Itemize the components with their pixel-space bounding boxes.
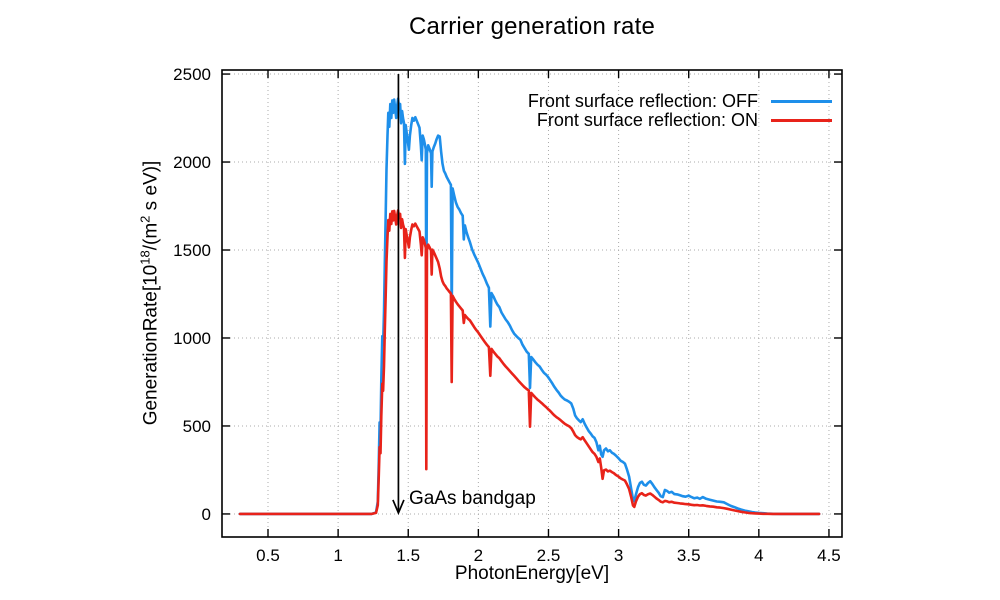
legend-label-off: Front surface reflection: OFF [527,91,758,111]
x-tick-label: 3 [614,546,623,565]
legend-line-sample-blue [771,100,832,103]
legend-item-reflection-on: Front surface reflection: ON [528,110,832,130]
x-tick-label: 3.5 [677,546,701,565]
x-tick-label: 4 [754,546,763,565]
y-tick-labels: 0 500 1000 1500 2000 2500 [173,65,211,524]
tick-marks [222,70,842,537]
x-tick-labels: 0.5 1 1.5 2 2.5 3 3.5 4 4.5 [256,546,841,565]
x-tick-label: 1 [333,546,342,565]
series-line-reflection-on [238,209,821,516]
chart-title: Carrier generation rate [408,13,656,40]
y-axis-label: GenerationRate[1018/(m2 s eV)] [137,161,162,426]
plot-border [221,69,843,538]
x-tick-label: 4.5 [817,546,841,565]
x-tick-label: 1.5 [396,546,420,565]
y-tick-label: 500 [183,417,211,436]
y-axis-label-text: /(m [140,222,162,251]
x-tick-label: 2.5 [537,546,561,565]
x-axis-label: PhotonEnergy[eV] [454,563,610,584]
y-axis-label-superscript-2: 2 [137,215,153,223]
x-tick-label: 2 [474,546,483,565]
grid-lines [222,70,842,537]
bandgap-arrowhead [392,499,405,516]
y-tick-label: 2000 [173,153,211,172]
y-axis-label-text: GenerationRate[10 [140,264,162,426]
legend-item-reflection-off: Front surface reflection: OFF [527,91,832,111]
y-tick-label: 1500 [173,241,211,260]
x-tick-label: 0.5 [256,546,280,565]
y-tick-label: 2500 [173,65,211,84]
y-axis-label-superscript-18: 18 [137,250,153,265]
y-tick-label: 1000 [173,329,211,348]
legend-line-sample-red [771,119,832,122]
y-axis-label-text: s eV)] [140,160,162,216]
legend-label-on: Front surface reflection: ON [536,110,758,130]
bandgap-annotation-label: GaAs bandgap [409,488,536,509]
legend: Front surface reflection: OFF Front surf… [527,91,832,130]
series-line-reflection-off [238,97,821,516]
y-tick-label: 0 [202,505,211,524]
bandgap-arrow [392,74,405,516]
